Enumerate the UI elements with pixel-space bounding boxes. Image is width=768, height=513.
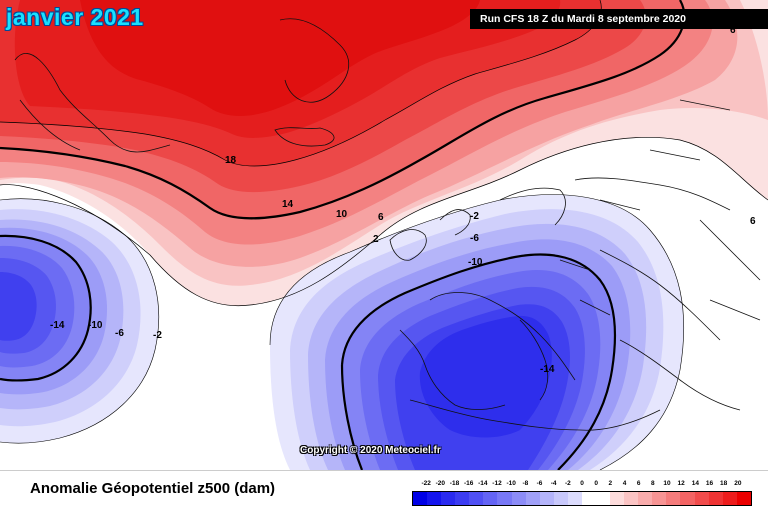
scale-swatch [680, 492, 694, 505]
contour-label-pos-2: 2 [373, 234, 379, 245]
scale-swatch [469, 492, 483, 505]
map-area: 18 14 10 6 2 -2 -6 -10 -14 -14 -10 -6 -2… [0, 0, 768, 470]
scale-tick-label: 20 [734, 480, 741, 487]
scale-tick-label: 4 [623, 480, 627, 487]
scale-tick-label: 6 [637, 480, 641, 487]
scale-tick-label: 12 [678, 480, 685, 487]
scale-swatch [526, 492, 540, 505]
scale-tick-label: -20 [436, 480, 445, 487]
scale-tick-label: -18 [450, 480, 459, 487]
scale-tick-label: -8 [522, 480, 528, 487]
scale-tick-label: 10 [663, 480, 670, 487]
scale-swatch [427, 492, 441, 505]
scale-tick-label: 0 [594, 480, 598, 487]
scale-tick-label: -22 [421, 480, 430, 487]
scale-swatch [568, 492, 582, 505]
contour-label-pos-14: 14 [282, 199, 294, 210]
scale-swatch [596, 492, 610, 505]
contour-label-neg-6-n: -6 [470, 233, 479, 244]
contour-label-pos-18: 18 [225, 155, 237, 166]
scale-tick-label: 18 [720, 480, 727, 487]
scale-swatch [638, 492, 652, 505]
scale-swatch [737, 492, 751, 505]
contour-label-pos-10: 10 [336, 209, 348, 220]
scale-swatch [624, 492, 638, 505]
scale-tick-label: -2 [565, 480, 571, 487]
scale-tick-label: 0 [580, 480, 584, 487]
scale-swatch [723, 492, 737, 505]
scale-swatch [695, 492, 709, 505]
copyright-notice: Copyright © 2020 Meteociel.fr [300, 445, 441, 456]
scale-tick-label: -14 [478, 480, 487, 487]
scale-swatch [610, 492, 624, 505]
scale-swatch [582, 492, 596, 505]
contour-label-pos-6-e: 6 [750, 216, 756, 227]
scale-tick-label: 14 [692, 480, 699, 487]
contour-label-neg-10-n: -10 [468, 257, 483, 268]
color-scale-bar [412, 491, 752, 506]
scale-swatch [497, 492, 511, 505]
contour-label-pos-6: 6 [378, 212, 384, 223]
scale-swatch [554, 492, 568, 505]
field-label: Anomalie Géopotentiel z500 (dam) [30, 480, 275, 497]
map-title: janvier 2021 [6, 4, 144, 31]
run-info-banner: Run CFS 18 Z du Mardi 8 septembre 2020 [470, 9, 768, 29]
scale-swatch [441, 492, 455, 505]
scale-swatch [709, 492, 723, 505]
map-canvas: 18 14 10 6 2 -2 -6 -10 -14 -14 -10 -6 -2… [0, 0, 768, 470]
scale-swatch [540, 492, 554, 505]
color-scale-ticks: -22 -20 -18 -16 -14 -12 -10 -8 -6 -4 -2 0 0 2 4 6 8 10 12 1… [412, 480, 752, 490]
scale-swatch [512, 492, 526, 505]
scale-tick-label: -16 [464, 480, 473, 487]
contour-label-neg-14-e: -14 [540, 364, 555, 375]
scale-tick-label: -4 [551, 480, 557, 487]
scale-tick-label: 16 [706, 480, 713, 487]
scale-swatch [413, 492, 427, 505]
scale-tick-label: -10 [506, 480, 515, 487]
contour-label-neg-6-w: -6 [115, 328, 124, 339]
scale-swatch [483, 492, 497, 505]
scale-tick-label: -12 [492, 480, 501, 487]
contour-label-neg-10-w: -10 [88, 320, 103, 331]
contour-label-neg-2-w: -2 [153, 330, 162, 341]
scale-tick-label: -6 [537, 480, 543, 487]
contour-label-neg-14-w: -14 [50, 320, 65, 331]
contour-label-neg-2-n: -2 [470, 211, 479, 222]
scale-swatch [652, 492, 666, 505]
scale-swatch [455, 492, 469, 505]
scale-tick-label: 2 [609, 480, 613, 487]
scale-swatch [666, 492, 680, 505]
scale-tick-label: 8 [651, 480, 655, 487]
